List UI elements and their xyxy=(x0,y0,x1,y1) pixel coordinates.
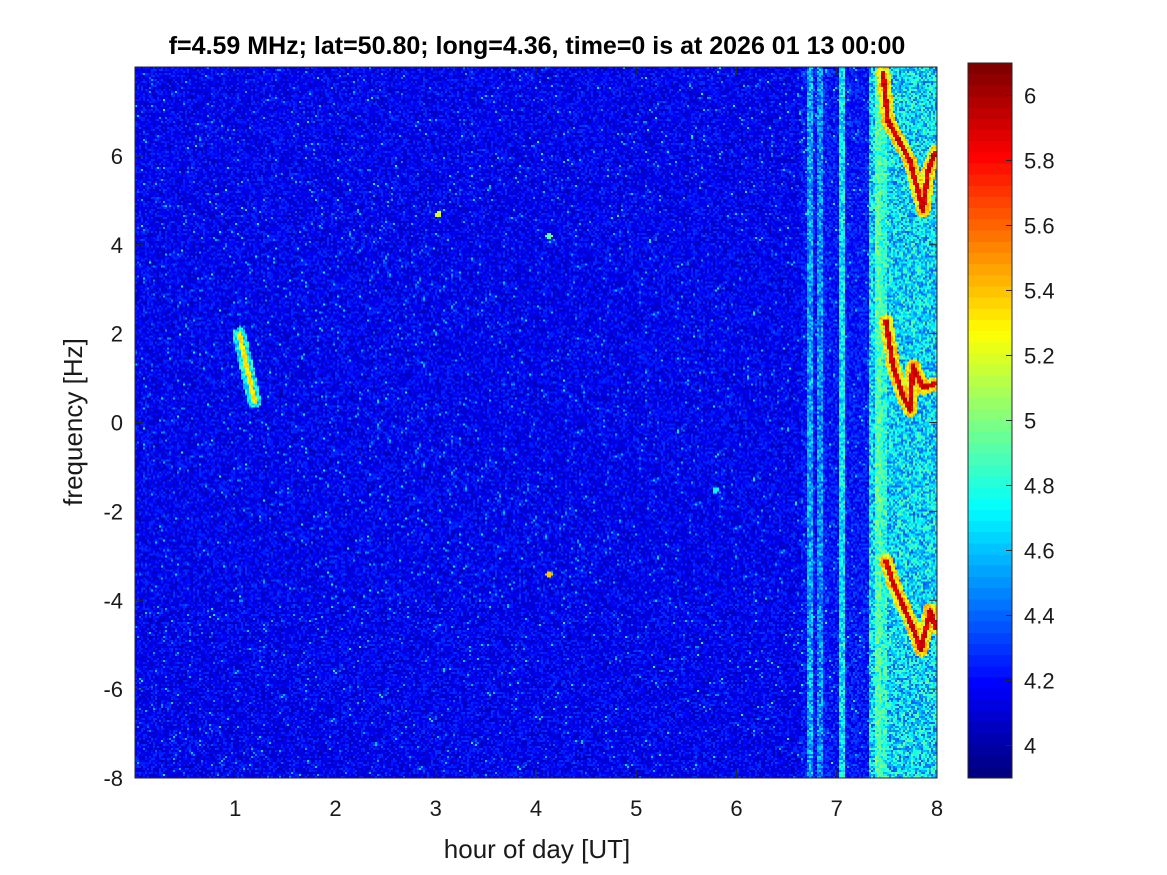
colorbar-tick-label: 5.8 xyxy=(1024,149,1055,174)
colorbar-tick-label: 6 xyxy=(1024,84,1036,109)
x-tick-label: 5 xyxy=(630,796,642,821)
y-tick-label: -6 xyxy=(103,677,123,702)
y-axis-label: frequency [Hz] xyxy=(58,338,88,506)
colorbar-tick-label: 5 xyxy=(1024,409,1036,434)
y-tick-label: 6 xyxy=(111,144,123,169)
colorbar-tick-label: 4.8 xyxy=(1024,474,1055,499)
spectrogram-heatmap xyxy=(135,67,937,778)
colorbar-tick-label: 5.6 xyxy=(1024,214,1055,239)
y-tick-label: 0 xyxy=(111,411,123,436)
colorbar-tick-label: 5.4 xyxy=(1024,279,1055,304)
colorbar-tick-label: 4.2 xyxy=(1024,669,1055,694)
y-tick-label: -8 xyxy=(103,766,123,791)
x-axis-label: hour of day [UT] xyxy=(444,834,630,864)
y-tick-label: -4 xyxy=(103,588,123,613)
colorbar-tick-label: 4 xyxy=(1024,734,1036,759)
x-tick-label: 4 xyxy=(530,796,542,821)
x-tick-label: 8 xyxy=(931,796,943,821)
x-tick-label: 2 xyxy=(329,796,341,821)
y-tick-label: -2 xyxy=(103,499,123,524)
colorbar-axis: 4 4.2 4.4 4.6 4.8 5 5.2 5.4 5.6 5.8 6 xyxy=(1006,84,1055,759)
x-tick-label: 7 xyxy=(831,796,843,821)
y-tick-label: 4 xyxy=(111,233,123,258)
x-tick-label: 1 xyxy=(229,796,241,821)
x-tick-label: 3 xyxy=(430,796,442,821)
chart-title: f=4.59 MHz; lat=50.80; long=4.36, time=0… xyxy=(169,32,906,60)
x-axis: 1 2 3 4 5 6 7 8 xyxy=(229,67,943,821)
colorbar-tick-label: 4.4 xyxy=(1024,604,1055,629)
y-tick-label: 2 xyxy=(111,322,123,347)
x-tick-label: 6 xyxy=(730,796,742,821)
colorbar xyxy=(968,63,1012,778)
colorbar-tick-label: 5.2 xyxy=(1024,344,1055,369)
colorbar-tick-label: 4.6 xyxy=(1024,539,1055,564)
y-axis: -8 -6 -4 -2 0 2 4 6 xyxy=(103,144,937,791)
